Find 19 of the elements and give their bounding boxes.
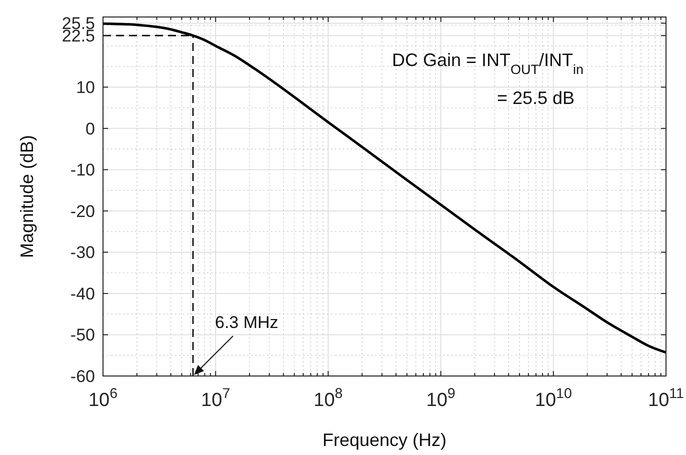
y-axis-title: Magnitude (dB) xyxy=(17,134,37,258)
x-tick-label: 10$^{10}$ xyxy=(534,386,572,411)
x-tick-label: 10$^{11}$ xyxy=(648,386,684,411)
y-tick-label: 10 xyxy=(76,78,95,98)
x-tick-label: 10$^{7}$ xyxy=(201,386,230,411)
y-tick-label: -50 xyxy=(70,326,95,345)
y-tick-label: -40 xyxy=(70,284,95,304)
annotation: 6.3 MHz xyxy=(215,313,278,332)
x-tick-label: 10$^{6}$ xyxy=(88,386,118,411)
annotation: = 25.5 dB xyxy=(497,88,575,108)
x-axis-title: Frequency (Hz) xyxy=(322,430,447,450)
y-tick-label: 0 xyxy=(86,119,95,138)
y-tick-label: -20 xyxy=(70,202,95,221)
y-tick-label: -10 xyxy=(70,160,95,180)
annotation: DC Gain = INT$_{OUT}$/INT$_{in}$ xyxy=(392,50,584,76)
x-tick-label: 10$^{8}$ xyxy=(314,386,343,411)
y-tick-label: -30 xyxy=(70,243,95,262)
x-tick-label: 10$^{9}$ xyxy=(426,386,456,411)
y-tick-label: -60 xyxy=(70,366,95,386)
